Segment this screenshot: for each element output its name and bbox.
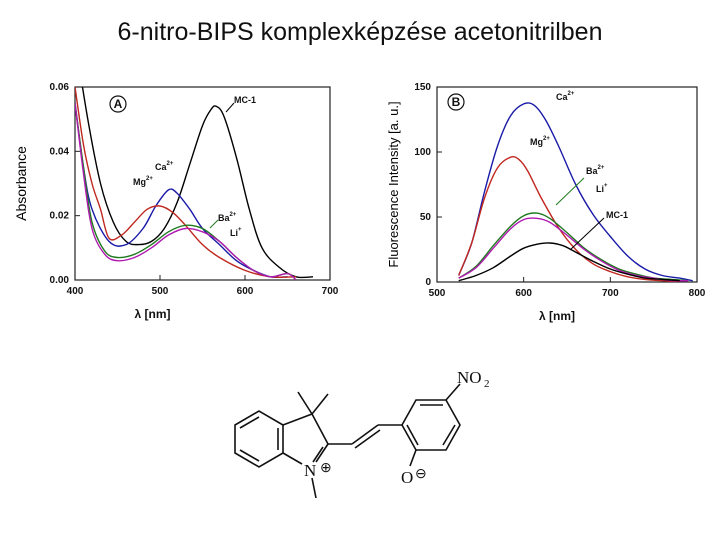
chart-panel-A: 400 500 600 700 0.00 0.02 0.04 0.06 λ [nm] Absorb… — [13, 82, 339, 321]
x-tick-label: 600 — [515, 288, 532, 299]
series-line-ba2 — [75, 103, 297, 280]
series-line-ca2 — [75, 103, 288, 278]
series-label-mg2: Mg2+ — [133, 176, 153, 187]
panel-label: A — [114, 97, 123, 111]
series-label-mg2: Mg2+ — [530, 136, 550, 147]
series-label-ca2: Ca2+ — [155, 161, 174, 172]
series-line-li — [458, 217, 689, 282]
y-tick-label: 50 — [420, 212, 432, 223]
series-label-li: Li+ — [596, 183, 608, 194]
label-leader-line — [209, 219, 219, 229]
series-line-mg2 — [458, 156, 680, 282]
series-label-ba2: Ba2+ — [586, 165, 605, 176]
plot-frame — [74, 86, 331, 281]
label-leader-line — [555, 177, 585, 206]
x-tick-label: 400 — [67, 286, 84, 297]
x-tick-label: 500 — [429, 288, 446, 299]
x-axis-label: λ [nm] — [539, 309, 575, 323]
y-axis-label: Absorbance — [13, 146, 29, 221]
series-line-li — [75, 103, 297, 280]
x-tick-label: 700 — [602, 288, 619, 299]
series-label-ba2: Ba2+ — [218, 212, 237, 223]
series-label-ca2: Ca2+ — [556, 91, 575, 102]
y-tick-label: 0.04 — [50, 146, 70, 157]
series-line-mc1 — [458, 242, 680, 282]
label-leader-line — [569, 217, 605, 251]
label-leader-line — [225, 102, 235, 113]
panel-label: B — [452, 95, 461, 109]
y-tick-label: 0.00 — [50, 275, 70, 286]
panel-label-circle — [109, 95, 127, 113]
series-label-mc1: MC-1 — [606, 210, 628, 220]
y-axis-label: Fluorescence Intensity [a. u.] — [386, 101, 401, 267]
x-tick-label: 800 — [689, 288, 706, 299]
series-line-mc1 — [81, 87, 314, 279]
series-line-mg2 — [75, 87, 297, 278]
x-tick-label: 500 — [152, 286, 169, 297]
y-tick-label: 0 — [425, 277, 431, 288]
x-tick-label: 600 — [237, 286, 254, 297]
y-tick-label: 0.02 — [50, 211, 70, 222]
chart-panel-B: 500 600 700 800 0 50 100 150 λ [nm] Fluorescence … — [386, 82, 706, 323]
panel-label-circle — [447, 93, 465, 111]
x-tick-label: 700 — [322, 286, 339, 297]
series-line-ca2 — [458, 102, 693, 282]
plot-frame — [436, 86, 698, 283]
page-title: 6-nitro-BIPS komplexképzése acetonitrilb… — [117, 18, 603, 46]
y-tick-label: 0.06 — [50, 82, 70, 93]
x-axis-label: λ [nm] — [135, 307, 171, 321]
y-tick-label: 150 — [414, 82, 431, 93]
y-tick-label: 100 — [414, 147, 431, 158]
series-label-mc1: MC-1 — [234, 95, 256, 105]
series-label-li: Li+ — [230, 227, 242, 238]
